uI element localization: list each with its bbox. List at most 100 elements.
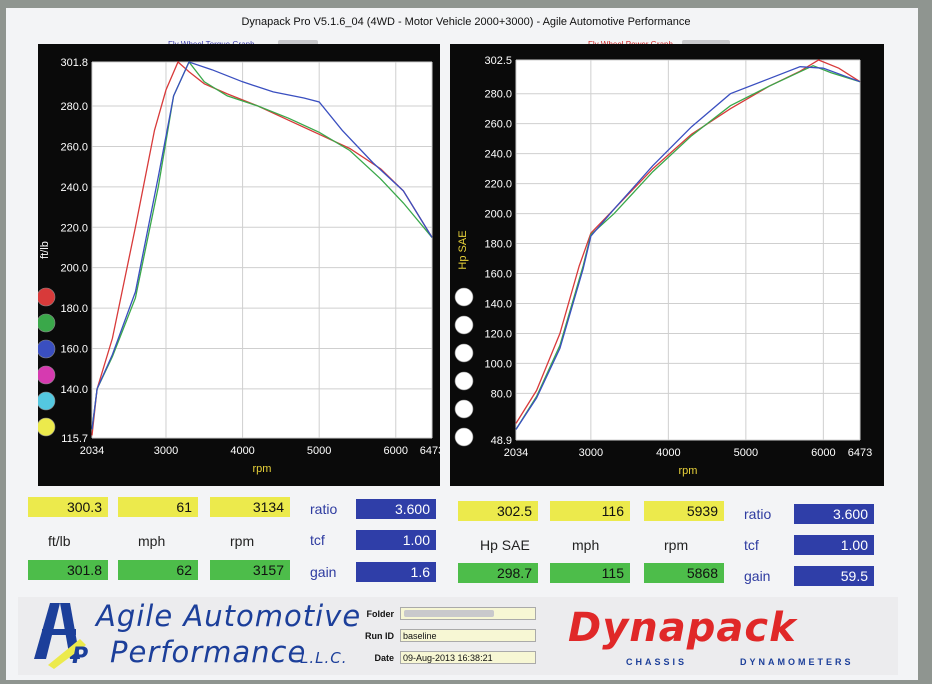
y-tick-label: 140.0 (484, 298, 512, 310)
company-name-line2: Performance (110, 635, 307, 669)
x-tick-label: 4000 (230, 445, 254, 457)
power-unit-label: Hp SAE (480, 537, 530, 553)
y-tick-label: 220.0 (60, 222, 88, 234)
ratio-value: 3.600 (356, 499, 436, 519)
report-footer: P Agile Automotive Performance L.L.C. Fo… (18, 597, 898, 675)
ratio-value: 3.600 (794, 504, 874, 524)
gain-value: 59.5 (794, 566, 874, 586)
legend-dot (454, 315, 474, 335)
y-tick-label: 140.0 (60, 384, 88, 396)
x-tick-label: 2034 (80, 445, 104, 457)
mph-unit-label: mph (572, 537, 600, 553)
y-tick-label: 302.5 (484, 55, 512, 67)
mph-readout-2: 62 (118, 560, 198, 580)
y-tick-label: 180.0 (484, 239, 512, 251)
legend-dot (38, 287, 56, 307)
plot-area (516, 60, 860, 440)
company-suffix: L.L.C. (300, 649, 348, 667)
date-label: Date (374, 653, 394, 663)
y-tick-label: 180.0 (60, 303, 88, 315)
y-axis-label: Hp SAE (457, 230, 469, 269)
legend-dot (454, 287, 474, 307)
y-tick-label: 260.0 (60, 141, 88, 153)
rpm-readout-2: 3157 (210, 560, 290, 580)
tcf-value: 1.00 (356, 530, 436, 550)
gain-value: 1.6 (356, 562, 436, 582)
gain-label: gain (744, 568, 771, 584)
torque-unit-label: ft/lb (48, 533, 71, 549)
x-tick-label: 2034 (504, 447, 528, 459)
gain-label: gain (310, 564, 337, 580)
legend-dot (38, 417, 56, 437)
y-tick-label: 301.8 (60, 57, 88, 69)
legend-dot (38, 391, 56, 411)
tcf-value: 1.00 (794, 535, 874, 555)
run-id-field: baseline (400, 629, 536, 642)
power-chart: 302.5 280.0 260.0 240.0 220.0 200.0 180.0 160.0… (454, 55, 872, 477)
legend-dot (38, 365, 56, 385)
date-field: 09-Aug-2013 16:38:21 (400, 651, 536, 664)
x-tick-label: 4000 (656, 447, 680, 459)
legend-dot (38, 339, 56, 359)
ratio-label: ratio (744, 506, 772, 522)
mph-readout-1: 116 (550, 501, 630, 521)
torque-readout-2: 301.8 (28, 560, 108, 580)
x-tick-label: 6000 (811, 447, 835, 459)
y-tick-label: 200.0 (484, 209, 512, 221)
power-chart-panel: 302.5 280.0 260.0 240.0 220.0 200.0 180.0 160.0… (450, 44, 884, 486)
y-tick-label: 240.0 (484, 149, 512, 161)
rpm-unit-label: rpm (664, 537, 689, 553)
y-tick-label: 160.0 (60, 343, 88, 355)
aap-logo: P (34, 603, 88, 669)
legend-dot (38, 313, 56, 333)
torque-chart: 301.8 280.0 260.0 240.0 220.0 200.0 180.0 160.0… (38, 57, 440, 475)
legend-dot (454, 427, 474, 447)
torque-chart-panel: 301.8 280.0 260.0 240.0 220.0 200.0 180.0 160.0… (38, 44, 440, 486)
rpm-readout-2: 5868 (644, 563, 724, 583)
x-tick-label: 6000 (384, 445, 408, 457)
y-tick-label: 120.0 (484, 328, 512, 340)
tcf-label: tcf (310, 532, 325, 548)
brand-sub-right: DYNAMOMETERS (740, 657, 854, 667)
dynapack-brand: Dynapack (568, 605, 797, 651)
torque-readout-1: 300.3 (28, 497, 108, 517)
run-id-label: Run ID (365, 631, 394, 641)
y-tick-label: 200.0 (60, 263, 88, 275)
y-tick-label: 80.0 (491, 388, 512, 400)
series-line (515, 66, 861, 430)
rpm-readout-1: 5939 (644, 501, 724, 521)
tcf-label: tcf (744, 537, 759, 553)
series-line (91, 60, 433, 436)
mph-unit-label: mph (138, 533, 166, 549)
series-line (515, 64, 861, 430)
company-name-line1: Agile Automotive (96, 599, 362, 633)
rpm-readout-1: 3134 (210, 497, 290, 517)
svg-text:P: P (72, 644, 88, 669)
x-tick-label: 5000 (307, 445, 331, 457)
plot-area (92, 62, 432, 438)
x-axis-label: rpm (679, 465, 698, 477)
x-axis-label: rpm (253, 463, 272, 475)
brand-sub-left: CHASSIS (626, 657, 688, 667)
power-readout-2: 298.7 (458, 563, 538, 583)
legend-dot (454, 343, 474, 363)
y-tick-label: 115.7 (61, 433, 88, 445)
x-tick-label: 6473 (420, 445, 440, 457)
mph-readout-2: 115 (550, 563, 630, 583)
x-tick-label: 6473 (848, 447, 872, 459)
x-tick-label: 5000 (734, 447, 758, 459)
ratio-label: ratio (310, 501, 338, 517)
y-tick-label: 280.0 (60, 101, 88, 113)
y-axis-label: ft/lb (39, 241, 51, 259)
redacted-folder (404, 610, 494, 617)
y-tick-label: 160.0 (484, 269, 512, 281)
y-tick-label: 100.0 (484, 358, 512, 370)
folder-label: Folder (366, 609, 394, 619)
x-tick-label: 3000 (154, 445, 178, 457)
y-tick-label: 48.9 (491, 435, 512, 447)
report-title: Dynapack Pro V5.1.6_04 (4WD - Motor Vehi… (241, 16, 691, 28)
y-tick-label: 220.0 (484, 179, 512, 191)
x-tick-label: 3000 (579, 447, 603, 459)
y-tick-label: 240.0 (60, 182, 88, 194)
series-line (91, 61, 433, 430)
